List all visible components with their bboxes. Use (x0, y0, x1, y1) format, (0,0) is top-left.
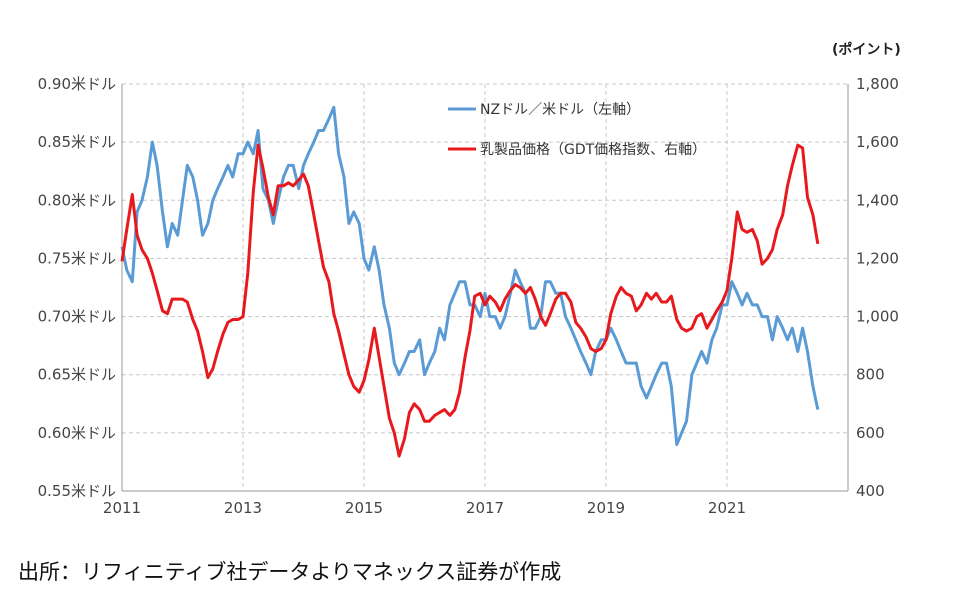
left-tick-label: 0.55米ドル (38, 482, 116, 500)
right-tick-label: 1,000 (856, 308, 899, 326)
dairy-price-line (120, 143, 820, 458)
right-axis-ticks: 1,800 1,600 1,400 1,200 1,000 800 600 400 (856, 75, 899, 500)
right-tick-label: 1,600 (856, 133, 899, 151)
plot-lines (120, 105, 820, 458)
left-tick-label: 0.80米ドル (38, 191, 116, 209)
right-tick-label: 1,800 (856, 75, 899, 93)
right-tick-label: 1,400 (856, 191, 899, 209)
left-tick-label: 0.60米ドル (38, 424, 116, 442)
x-tick-label: 2011 (103, 499, 141, 517)
grid-lines (121, 83, 849, 492)
x-tick-label: 2015 (345, 499, 383, 517)
left-tick-label: 0.75米ドル (38, 249, 116, 267)
x-tick-label: 2021 (708, 499, 746, 517)
right-axis-unit: (ポイント) (832, 41, 901, 58)
x-tick-label: 2017 (466, 499, 504, 517)
x-tick-label: 2013 (224, 499, 262, 517)
legend-label: NZドル／米ドル（左軸） (480, 102, 640, 118)
left-tick-label: 0.85米ドル (38, 133, 116, 151)
legend: NZドル／米ドル（左軸） 乳製品価格（GDT価格指数、右軸） (448, 102, 706, 158)
left-tick-label: 0.70米ドル (38, 308, 116, 326)
right-tick-label: 1,200 (856, 249, 899, 267)
right-tick-label: 400 (856, 482, 885, 500)
x-axis-ticks: 2011 2013 2015 2017 2019 2021 (103, 499, 746, 517)
left-tick-label: 0.65米ドル (38, 366, 116, 384)
legend-label: 乳製品価格（GDT価格指数、右軸） (480, 142, 706, 158)
nzd-usd-line (120, 105, 820, 446)
left-axis-ticks: 0.90米ドル 0.85米ドル 0.80米ドル 0.75米ドル 0.70米ドル 0.65米… (38, 75, 116, 500)
left-tick-label: 0.90米ドル (38, 75, 116, 93)
x-tick-label: 2019 (587, 499, 625, 517)
source-note: 出所：リフィニティブ社データよりマネックス証券が作成 (18, 560, 562, 584)
right-tick-label: 800 (856, 366, 885, 384)
right-tick-label: 600 (856, 424, 885, 442)
